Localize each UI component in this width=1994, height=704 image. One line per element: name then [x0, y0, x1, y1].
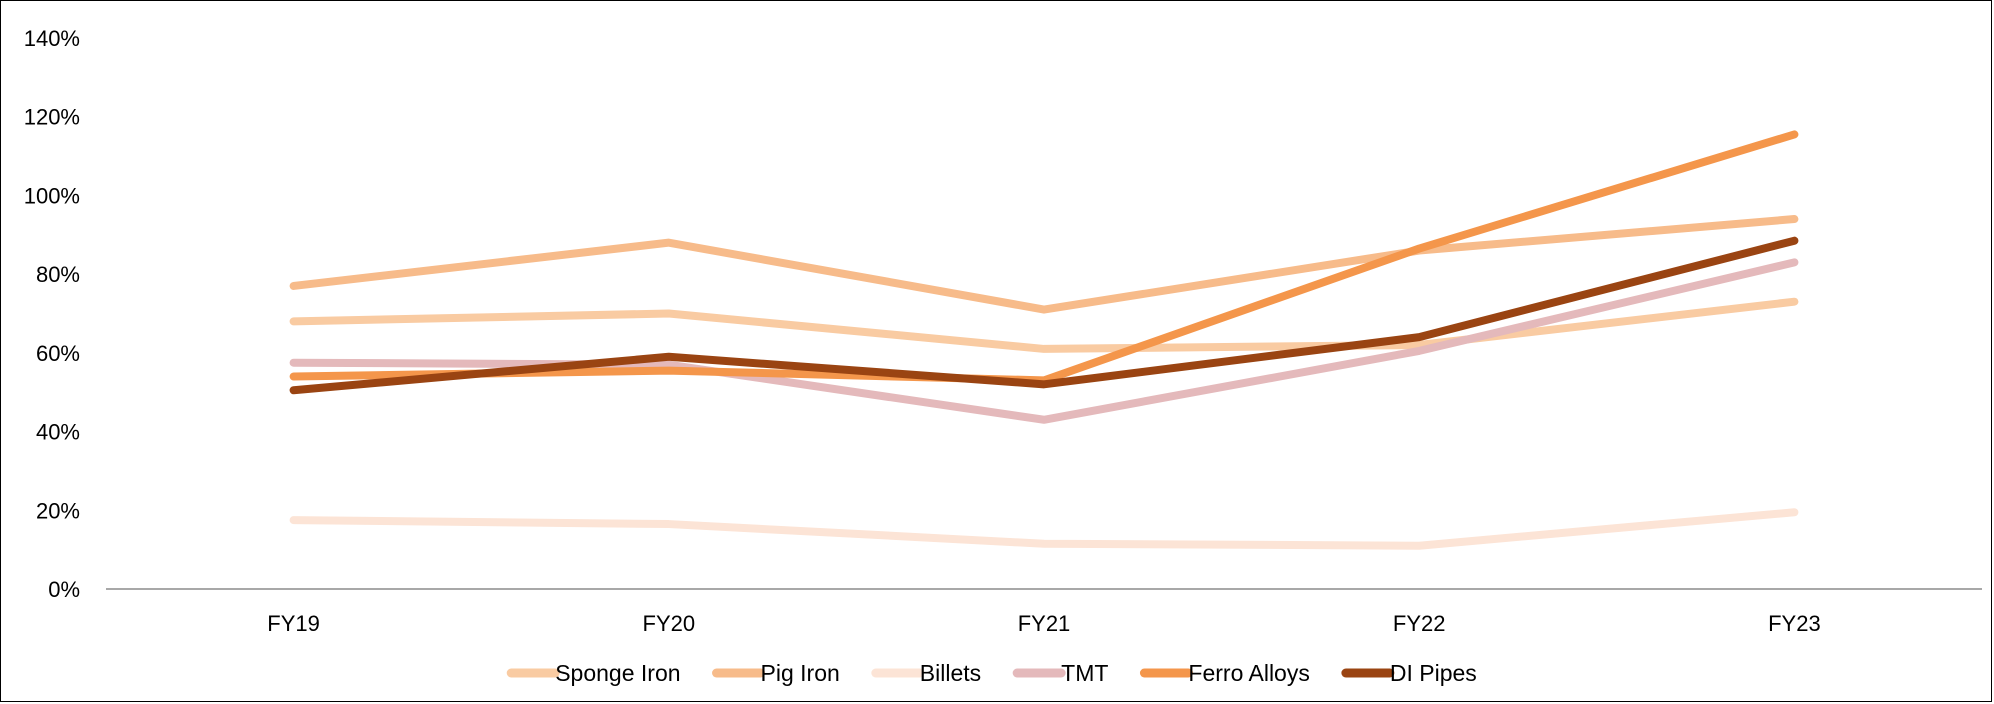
y-tick-label: 60%	[36, 341, 80, 366]
series-line-tmt	[289, 258, 1799, 424]
legend-label: Billets	[920, 660, 981, 686]
x-tick-label: FY21	[1018, 611, 1071, 636]
y-tick-label: 140%	[24, 26, 80, 51]
x-tick-label: FY22	[1393, 611, 1446, 636]
series-line-billets	[289, 508, 1799, 550]
x-tick-label: FY20	[643, 611, 696, 636]
y-tick-label: 40%	[36, 420, 80, 445]
series-line-pig-iron	[289, 215, 1799, 314]
y-tick-label: 120%	[24, 105, 80, 130]
series-line-di-pipes	[289, 236, 1799, 395]
y-tick-label: 0%	[48, 577, 80, 602]
legend-label: Pig Iron	[761, 660, 840, 686]
legend-label: Ferro Alloys	[1188, 660, 1309, 686]
legend-label: Sponge Iron	[555, 660, 680, 686]
series-line-sponge-iron	[289, 297, 1799, 353]
legend: Sponge Iron Pig Iron Billets TMT Ferro Alloy…	[506, 660, 1477, 686]
legend-label: DI Pipes	[1390, 660, 1477, 686]
legend-label: TMT	[1061, 660, 1108, 686]
x-tick-label: FY19	[267, 611, 320, 636]
y-tick-label: 20%	[36, 498, 80, 523]
x-tick-label: FY23	[1768, 611, 1821, 636]
y-tick-label: 80%	[36, 262, 80, 287]
y-tick-label: 100%	[24, 183, 80, 208]
